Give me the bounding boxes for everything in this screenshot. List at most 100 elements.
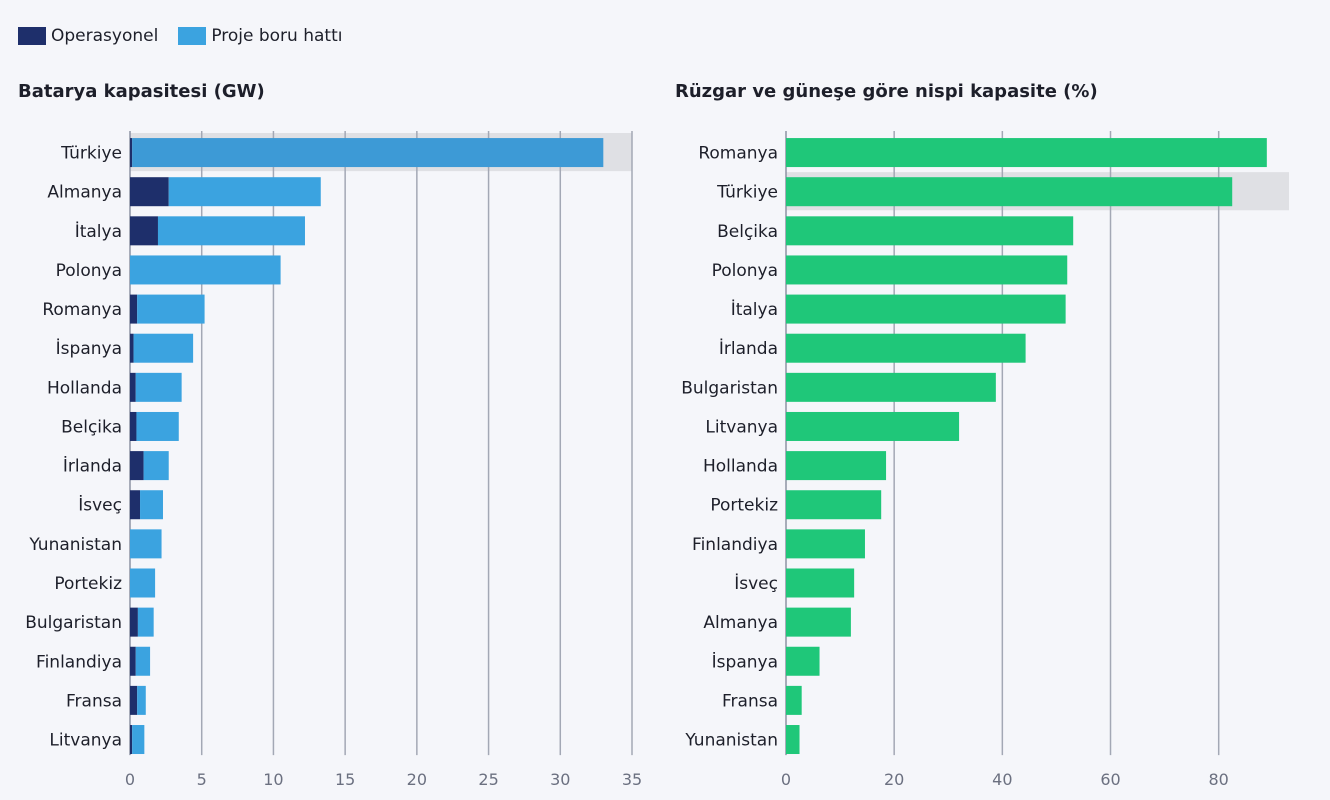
category-label: Türkiye bbox=[60, 144, 122, 164]
category-label: Belçika bbox=[61, 417, 122, 437]
category-label: Litvanya bbox=[705, 417, 778, 437]
bar bbox=[157, 216, 305, 246]
bar bbox=[786, 685, 802, 715]
x-tick-label: 5 bbox=[197, 770, 207, 789]
category-label: İsveç bbox=[78, 495, 122, 516]
legend-swatch-pipeline bbox=[178, 27, 207, 45]
category-label: Litvanya bbox=[49, 731, 122, 751]
category-label: Türkiye bbox=[716, 183, 778, 203]
legend-item-operational: Operasyonel bbox=[18, 26, 158, 46]
x-tick-label: 30 bbox=[550, 770, 570, 789]
bar bbox=[137, 294, 205, 324]
x-tick-label: 80 bbox=[1209, 770, 1229, 789]
category-label: Bulgaristan bbox=[25, 613, 122, 633]
category-label: Portekiz bbox=[710, 496, 778, 516]
x-tick-label: 0 bbox=[781, 770, 791, 789]
bar bbox=[786, 138, 1267, 168]
legend-label: Operasyonel bbox=[51, 26, 159, 46]
bar bbox=[786, 607, 851, 637]
bar bbox=[130, 333, 134, 363]
bar bbox=[143, 451, 169, 481]
bar bbox=[130, 294, 138, 324]
x-tick-label: 20 bbox=[407, 770, 427, 789]
x-tick-label: 40 bbox=[992, 770, 1012, 789]
x-tick-label: 20 bbox=[884, 770, 904, 789]
category-label: Almanya bbox=[703, 613, 778, 633]
x-tick-label: 10 bbox=[263, 770, 283, 789]
bar bbox=[132, 725, 145, 755]
category-label: İspanya bbox=[712, 651, 778, 672]
bar bbox=[137, 607, 154, 637]
category-label: Hollanda bbox=[47, 378, 122, 398]
bar bbox=[137, 685, 146, 715]
x-tick-label: 25 bbox=[478, 770, 498, 789]
bar bbox=[130, 255, 281, 285]
bar bbox=[786, 216, 1074, 246]
category-label: İtalya bbox=[75, 221, 122, 242]
bar bbox=[130, 490, 141, 520]
bar bbox=[130, 529, 162, 559]
bar bbox=[786, 255, 1068, 285]
category-label: İrlanda bbox=[719, 338, 778, 359]
legend-swatch-operational bbox=[18, 27, 46, 45]
category-label: Almanya bbox=[47, 183, 122, 203]
bar bbox=[130, 568, 156, 598]
bar bbox=[786, 294, 1066, 324]
bar bbox=[132, 138, 604, 168]
category-label: Romanya bbox=[698, 144, 778, 164]
bar bbox=[168, 177, 321, 207]
category-label: İsveç bbox=[734, 573, 778, 594]
bar bbox=[130, 451, 144, 481]
category-label: İspanya bbox=[56, 338, 122, 359]
category-label: Polonya bbox=[712, 261, 778, 281]
category-label: Polonya bbox=[56, 261, 122, 281]
bar bbox=[786, 568, 855, 598]
x-tick-label: 15 bbox=[335, 770, 355, 789]
bar bbox=[786, 451, 887, 481]
bar bbox=[130, 177, 169, 207]
category-label: Belçika bbox=[717, 222, 778, 242]
category-label: Romanya bbox=[42, 300, 122, 320]
category-label: Fransa bbox=[722, 691, 778, 711]
bar bbox=[786, 411, 960, 441]
left-chart-title: Batarya kapasitesi (GW) bbox=[18, 81, 265, 102]
bar bbox=[130, 138, 133, 168]
category-label: Finlandiya bbox=[692, 535, 778, 555]
bar bbox=[786, 490, 882, 520]
category-label: Portekiz bbox=[54, 574, 122, 594]
bar bbox=[786, 177, 1233, 207]
category-label: Finlandiya bbox=[36, 652, 122, 672]
category-label: Yunanistan bbox=[684, 731, 778, 751]
battery-capacity-chart: 0 5 10 15 20 25 30 35 Türkiye Almanya İtalya Polony… bbox=[25, 131, 642, 789]
bar bbox=[786, 529, 865, 559]
legend-item-pipeline: Proje boru hattı bbox=[178, 26, 342, 46]
bar bbox=[130, 372, 136, 402]
category-label: İtalya bbox=[731, 299, 778, 320]
relative-capacity-chart: 0 20 40 60 80 Romanya Türkiye Belçika Polonya İta… bbox=[681, 131, 1289, 789]
legend: Operasyonel Proje boru hattı bbox=[18, 26, 362, 46]
category-label: Bulgaristan bbox=[681, 378, 778, 398]
bar bbox=[786, 372, 996, 402]
bar bbox=[135, 372, 182, 402]
bar bbox=[786, 333, 1026, 363]
category-label: Hollanda bbox=[703, 457, 778, 477]
right-chart-title: Rüzgar ve güneşe göre nispi kapasite (%) bbox=[675, 81, 1098, 102]
bar bbox=[133, 333, 194, 363]
bar bbox=[130, 646, 136, 676]
bar bbox=[786, 646, 820, 676]
x-tick-label: 60 bbox=[1100, 770, 1120, 789]
bar bbox=[130, 685, 138, 715]
category-label: Yunanistan bbox=[28, 535, 122, 555]
category-label: Fransa bbox=[66, 691, 122, 711]
bar bbox=[786, 725, 800, 755]
x-tick-label: 35 bbox=[622, 770, 642, 789]
bar bbox=[136, 411, 179, 441]
legend-label: Proje boru hattı bbox=[211, 26, 343, 46]
bar bbox=[130, 411, 137, 441]
bar bbox=[135, 646, 151, 676]
bar bbox=[140, 490, 163, 520]
bar bbox=[130, 607, 138, 637]
category-label: İrlanda bbox=[63, 456, 122, 477]
bar bbox=[130, 725, 133, 755]
